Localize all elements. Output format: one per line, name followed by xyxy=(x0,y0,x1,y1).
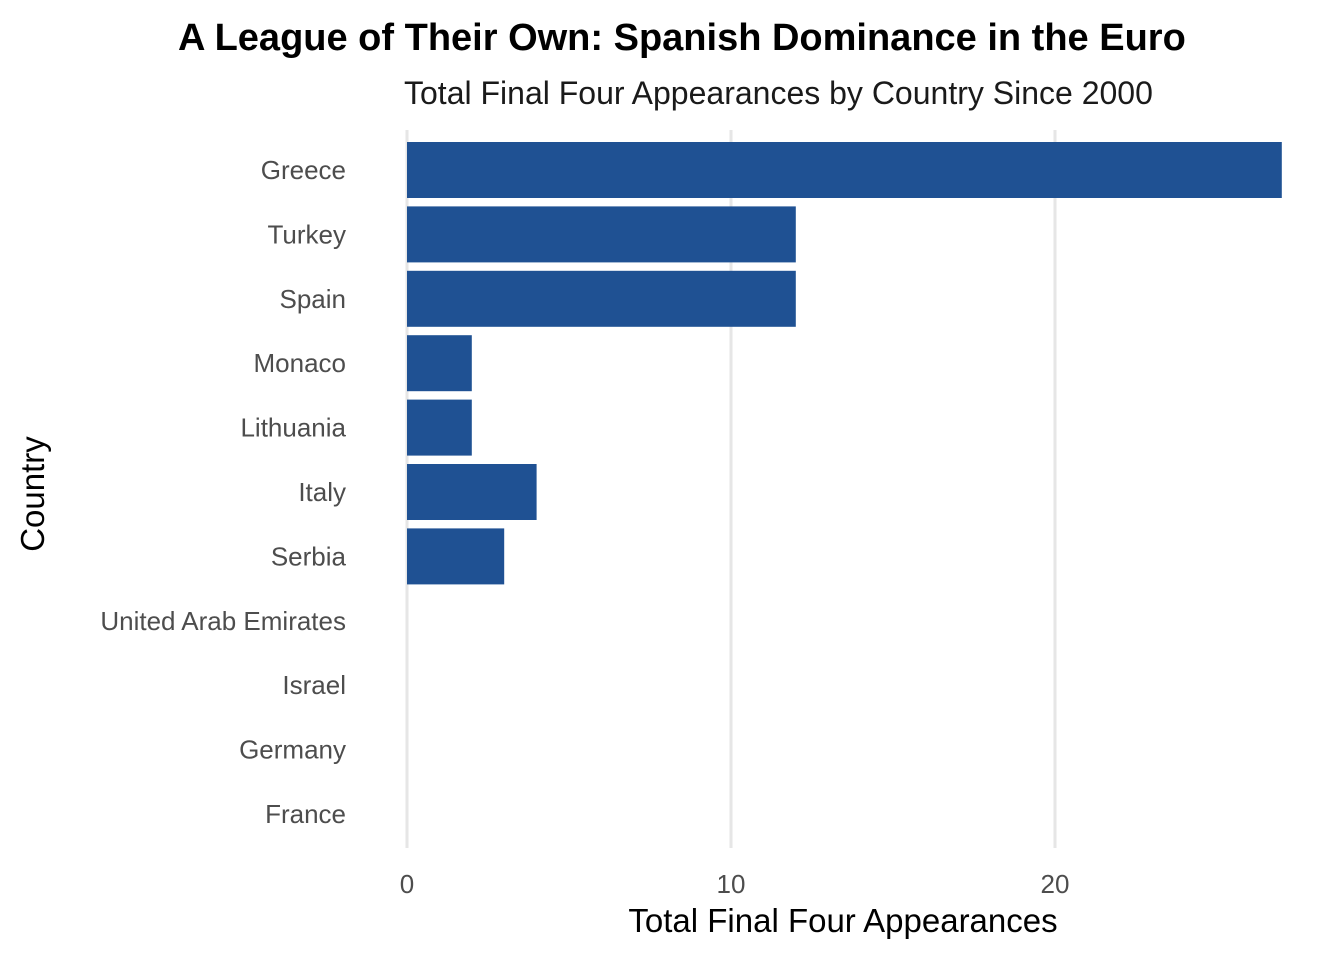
y-tick-label: Greece xyxy=(261,155,346,185)
y-tick-label: United Arab Emirates xyxy=(100,606,346,636)
y-tick-label: Monaco xyxy=(254,348,347,378)
y-tick-label: Germany xyxy=(239,735,346,765)
x-axis-title: Total Final Four Appearances xyxy=(628,902,1057,939)
bar-monaco xyxy=(407,335,472,392)
chart-subtitle: Total Final Four Appearances by Country … xyxy=(404,75,1153,111)
y-tick-label: Turkey xyxy=(268,219,347,249)
y-tick-label: Spain xyxy=(280,284,347,314)
x-tick-labels: 0 10 20 xyxy=(400,869,1070,899)
bar-lithuania xyxy=(407,399,472,456)
y-tick-labels: Greece Turkey Spain Monaco Lithuania Italy Ser… xyxy=(100,155,346,829)
x-tick-label: 10 xyxy=(717,869,746,899)
x-tick-label: 20 xyxy=(1041,869,1070,899)
y-tick-label: Serbia xyxy=(271,541,347,571)
bar-spain xyxy=(407,270,796,327)
y-tick-label: France xyxy=(265,799,346,829)
bar-serbia xyxy=(407,528,505,585)
x-tick-label: 0 xyxy=(400,869,414,899)
y-tick-label: Italy xyxy=(298,477,346,507)
y-axis-title: Country xyxy=(14,436,51,552)
bars xyxy=(407,142,1282,585)
bar-turkey xyxy=(407,206,796,263)
y-tick-label: Israel xyxy=(282,670,346,700)
y-tick-label: Lithuania xyxy=(240,413,346,443)
bar-greece xyxy=(407,142,1282,198)
chart-title: A League of Their Own: Spanish Dominance… xyxy=(178,17,1186,59)
bar-italy xyxy=(407,464,537,520)
